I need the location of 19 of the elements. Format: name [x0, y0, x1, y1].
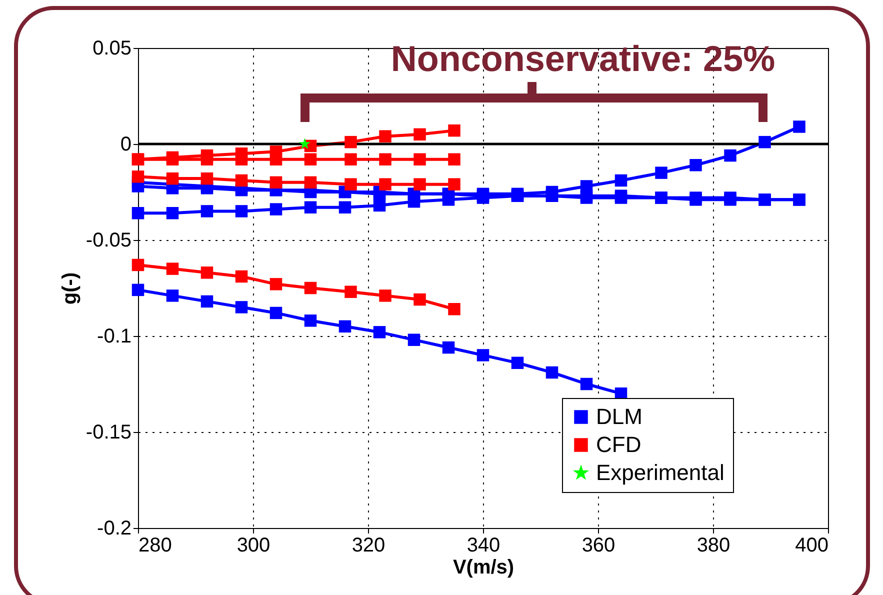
annotation: Nonconservative: 25% [390, 38, 776, 80]
legend-label: CFD [596, 432, 642, 457]
legend-label: Experimental [596, 460, 724, 485]
x-tick-label: 320 [352, 534, 386, 556]
y-tick-label: -0.05 [86, 230, 132, 252]
y-tick-label: -0.15 [86, 422, 132, 444]
legend-label: DLM [596, 404, 642, 429]
y-tick-label: -0.2 [97, 518, 132, 540]
x-tick-label: 400 [795, 534, 828, 556]
y-tick-label: -0.1 [97, 326, 132, 348]
x-tick-label: 340 [466, 534, 500, 556]
x-tick-label: 360 [582, 534, 616, 556]
x-tick-label: 280 [138, 534, 172, 556]
x-tick-label: 300 [236, 534, 270, 556]
y-axis-title: g(-) [58, 272, 81, 305]
y-tick-label: 0 [120, 134, 132, 156]
x-axis-title: V(m/s) [452, 556, 514, 578]
y-tick-label: 0.05 [92, 38, 132, 60]
x-tick-label: 380 [696, 534, 730, 556]
